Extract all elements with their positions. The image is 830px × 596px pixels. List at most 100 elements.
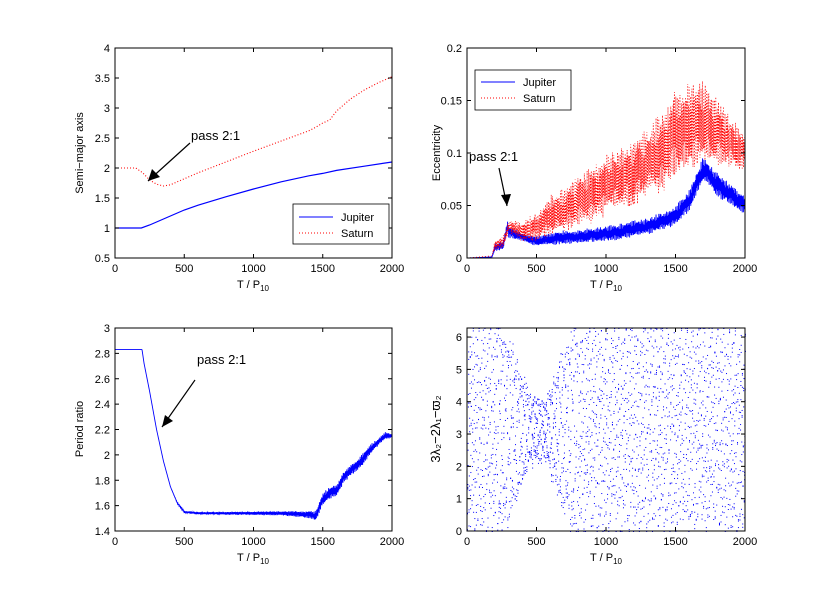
data-point <box>675 483 677 485</box>
data-point <box>560 353 562 355</box>
data-point <box>471 484 473 486</box>
data-point <box>687 448 689 450</box>
data-point <box>530 418 532 420</box>
data-point <box>571 501 573 503</box>
data-point <box>473 461 475 463</box>
annotation: pass 2:1 <box>469 149 518 207</box>
data-point <box>693 351 695 353</box>
data-point <box>652 392 654 394</box>
data-point <box>541 458 542 460</box>
data-point <box>738 490 740 492</box>
data-point <box>635 335 637 337</box>
data-point <box>634 468 636 470</box>
data-point <box>468 489 470 491</box>
data-point <box>504 503 506 505</box>
data-point <box>540 403 542 405</box>
data-point <box>550 400 552 402</box>
data-point <box>630 486 632 488</box>
data-point <box>613 448 615 450</box>
y-tick-label: 3.5 <box>95 73 110 85</box>
data-point <box>725 490 727 492</box>
data-point <box>701 365 703 367</box>
data-point <box>589 331 591 333</box>
data-point <box>568 507 570 509</box>
data-point <box>737 520 739 522</box>
data-point <box>491 410 493 412</box>
data-point <box>548 423 550 425</box>
data-point <box>529 417 531 419</box>
data-point <box>495 454 497 456</box>
data-point <box>629 380 631 382</box>
data-point <box>501 465 503 467</box>
data-point <box>726 461 728 463</box>
data-point <box>479 452 481 454</box>
data-point <box>501 439 503 441</box>
data-point <box>513 450 515 452</box>
data-point <box>500 492 502 494</box>
data-point <box>479 369 481 371</box>
data-point <box>481 518 483 520</box>
data-point <box>510 415 512 417</box>
data-point <box>656 452 658 454</box>
data-point <box>704 370 705 372</box>
data-point <box>702 400 704 402</box>
data-point <box>652 431 654 433</box>
data-point <box>496 481 498 483</box>
data-point <box>714 351 716 353</box>
data-point <box>531 411 533 413</box>
data-point <box>601 493 603 495</box>
data-point <box>690 379 692 381</box>
data-point <box>641 499 643 501</box>
data-point <box>691 443 693 445</box>
data-point <box>674 408 676 410</box>
data-point <box>663 477 665 479</box>
data-point <box>499 413 501 415</box>
data-point <box>715 338 717 340</box>
data-point <box>535 455 537 457</box>
data-point <box>518 398 520 400</box>
data-point <box>637 503 639 505</box>
data-point <box>566 406 568 408</box>
data-point <box>579 515 581 517</box>
data-point <box>504 385 505 387</box>
data-point <box>509 453 511 455</box>
data-point <box>678 459 680 461</box>
data-point <box>569 455 571 457</box>
data-point <box>690 426 692 428</box>
data-point <box>737 387 739 388</box>
data-point <box>560 422 562 424</box>
data-point <box>652 386 654 388</box>
data-point <box>732 433 734 435</box>
data-point <box>567 468 569 470</box>
data-point <box>558 443 560 445</box>
data-point <box>648 386 650 388</box>
data-point <box>491 356 493 358</box>
data-point <box>521 386 523 388</box>
data-point <box>629 329 631 331</box>
data-point <box>651 401 653 403</box>
data-point <box>686 331 688 333</box>
data-point <box>741 374 743 376</box>
data-point <box>527 404 529 406</box>
data-point <box>625 329 627 331</box>
data-point <box>586 486 588 488</box>
data-point <box>731 418 733 420</box>
data-point <box>648 409 650 411</box>
data-point <box>558 454 560 456</box>
data-point <box>548 459 550 461</box>
data-point <box>654 428 656 430</box>
data-point <box>570 331 572 333</box>
legend-box <box>474 69 572 111</box>
data-point <box>620 444 622 446</box>
data-point <box>484 337 486 339</box>
data-point <box>579 451 581 453</box>
data-point <box>605 348 607 350</box>
data-point <box>642 375 644 377</box>
data-point <box>642 431 644 433</box>
data-point <box>685 454 687 456</box>
data-point <box>542 421 544 423</box>
data-point <box>557 449 559 451</box>
data-point <box>693 368 695 370</box>
data-point <box>677 474 679 476</box>
data-point <box>594 459 596 461</box>
